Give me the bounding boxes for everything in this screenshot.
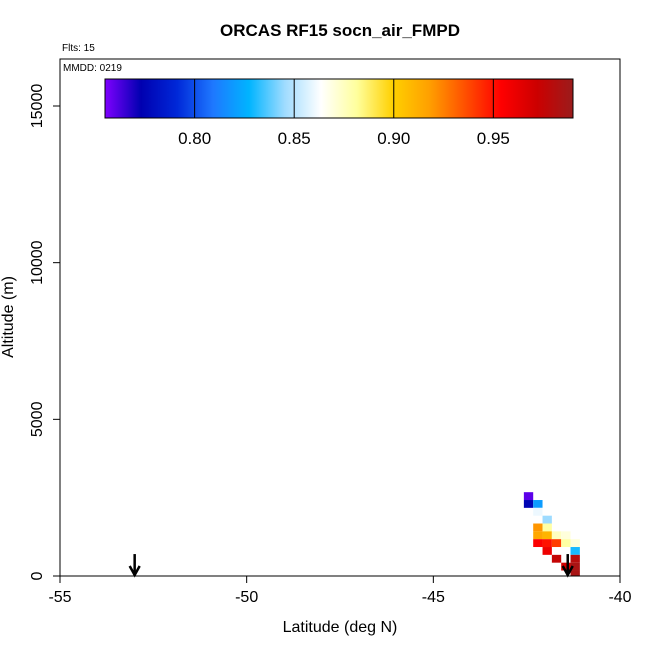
colorbar: 0.80 0.85 0.90 0.95 bbox=[104, 78, 574, 148]
data-cell bbox=[570, 570, 580, 576]
data-cell bbox=[570, 547, 580, 555]
arrow-marker bbox=[128, 554, 141, 578]
data-cell bbox=[561, 562, 571, 571]
x-axis: -55 -50 -45 -40 bbox=[48, 575, 632, 606]
data-cell bbox=[551, 539, 562, 548]
data-cell bbox=[551, 531, 562, 540]
plot-frame bbox=[59, 58, 621, 577]
data-cell bbox=[570, 562, 580, 571]
data-cell bbox=[542, 531, 552, 540]
data-cell bbox=[533, 531, 543, 540]
flights-annotation: Flts: 15 bbox=[62, 43, 95, 54]
y-tick-label: 15000 bbox=[29, 84, 46, 129]
data-cell bbox=[542, 515, 552, 524]
y-tick-label: 10000 bbox=[29, 240, 46, 285]
x-tick-label: -55 bbox=[48, 589, 71, 606]
colorbar-gradient bbox=[104, 78, 574, 119]
y-axis-title: Altitude (m) bbox=[0, 276, 17, 358]
colorbar-tick-label: 0.85 bbox=[278, 129, 311, 148]
y-axis: 0 5000 10000 15000 bbox=[29, 84, 61, 580]
data-cell bbox=[533, 507, 543, 516]
x-tick-label: -40 bbox=[608, 589, 631, 606]
x-tick-label: -45 bbox=[422, 589, 445, 606]
data-cell bbox=[561, 539, 571, 548]
data-cell bbox=[570, 539, 580, 548]
chart-title: ORCAS RF15 socn_air_FMPD bbox=[220, 21, 460, 40]
data-cell bbox=[542, 523, 552, 532]
data-cell bbox=[561, 531, 571, 540]
data-cell bbox=[533, 500, 543, 508]
arrow-marker bbox=[561, 554, 574, 578]
x-axis-title: Latitude (deg N) bbox=[283, 619, 398, 636]
y-tick-label: 5000 bbox=[29, 401, 46, 437]
plot-area: MMDD: 0219 0.80 0.85 0.90 0.95 bbox=[59, 58, 621, 578]
data-cell bbox=[533, 523, 543, 532]
data-cell bbox=[551, 554, 562, 563]
data-cell bbox=[523, 500, 534, 508]
colorbar-tick-label: 0.90 bbox=[377, 129, 410, 148]
data-cell bbox=[533, 539, 543, 548]
data-cell bbox=[570, 554, 580, 563]
data-cell bbox=[542, 539, 552, 548]
x-tick-label: -50 bbox=[235, 589, 258, 606]
colorbar-tick-label: 0.80 bbox=[178, 129, 211, 148]
y-tick-label: 0 bbox=[29, 571, 46, 580]
mmdd-annotation: MMDD: 0219 bbox=[63, 63, 122, 74]
data-cell bbox=[542, 547, 552, 555]
colorbar-tick-label: 0.95 bbox=[477, 129, 510, 148]
data-cell bbox=[523, 492, 534, 501]
